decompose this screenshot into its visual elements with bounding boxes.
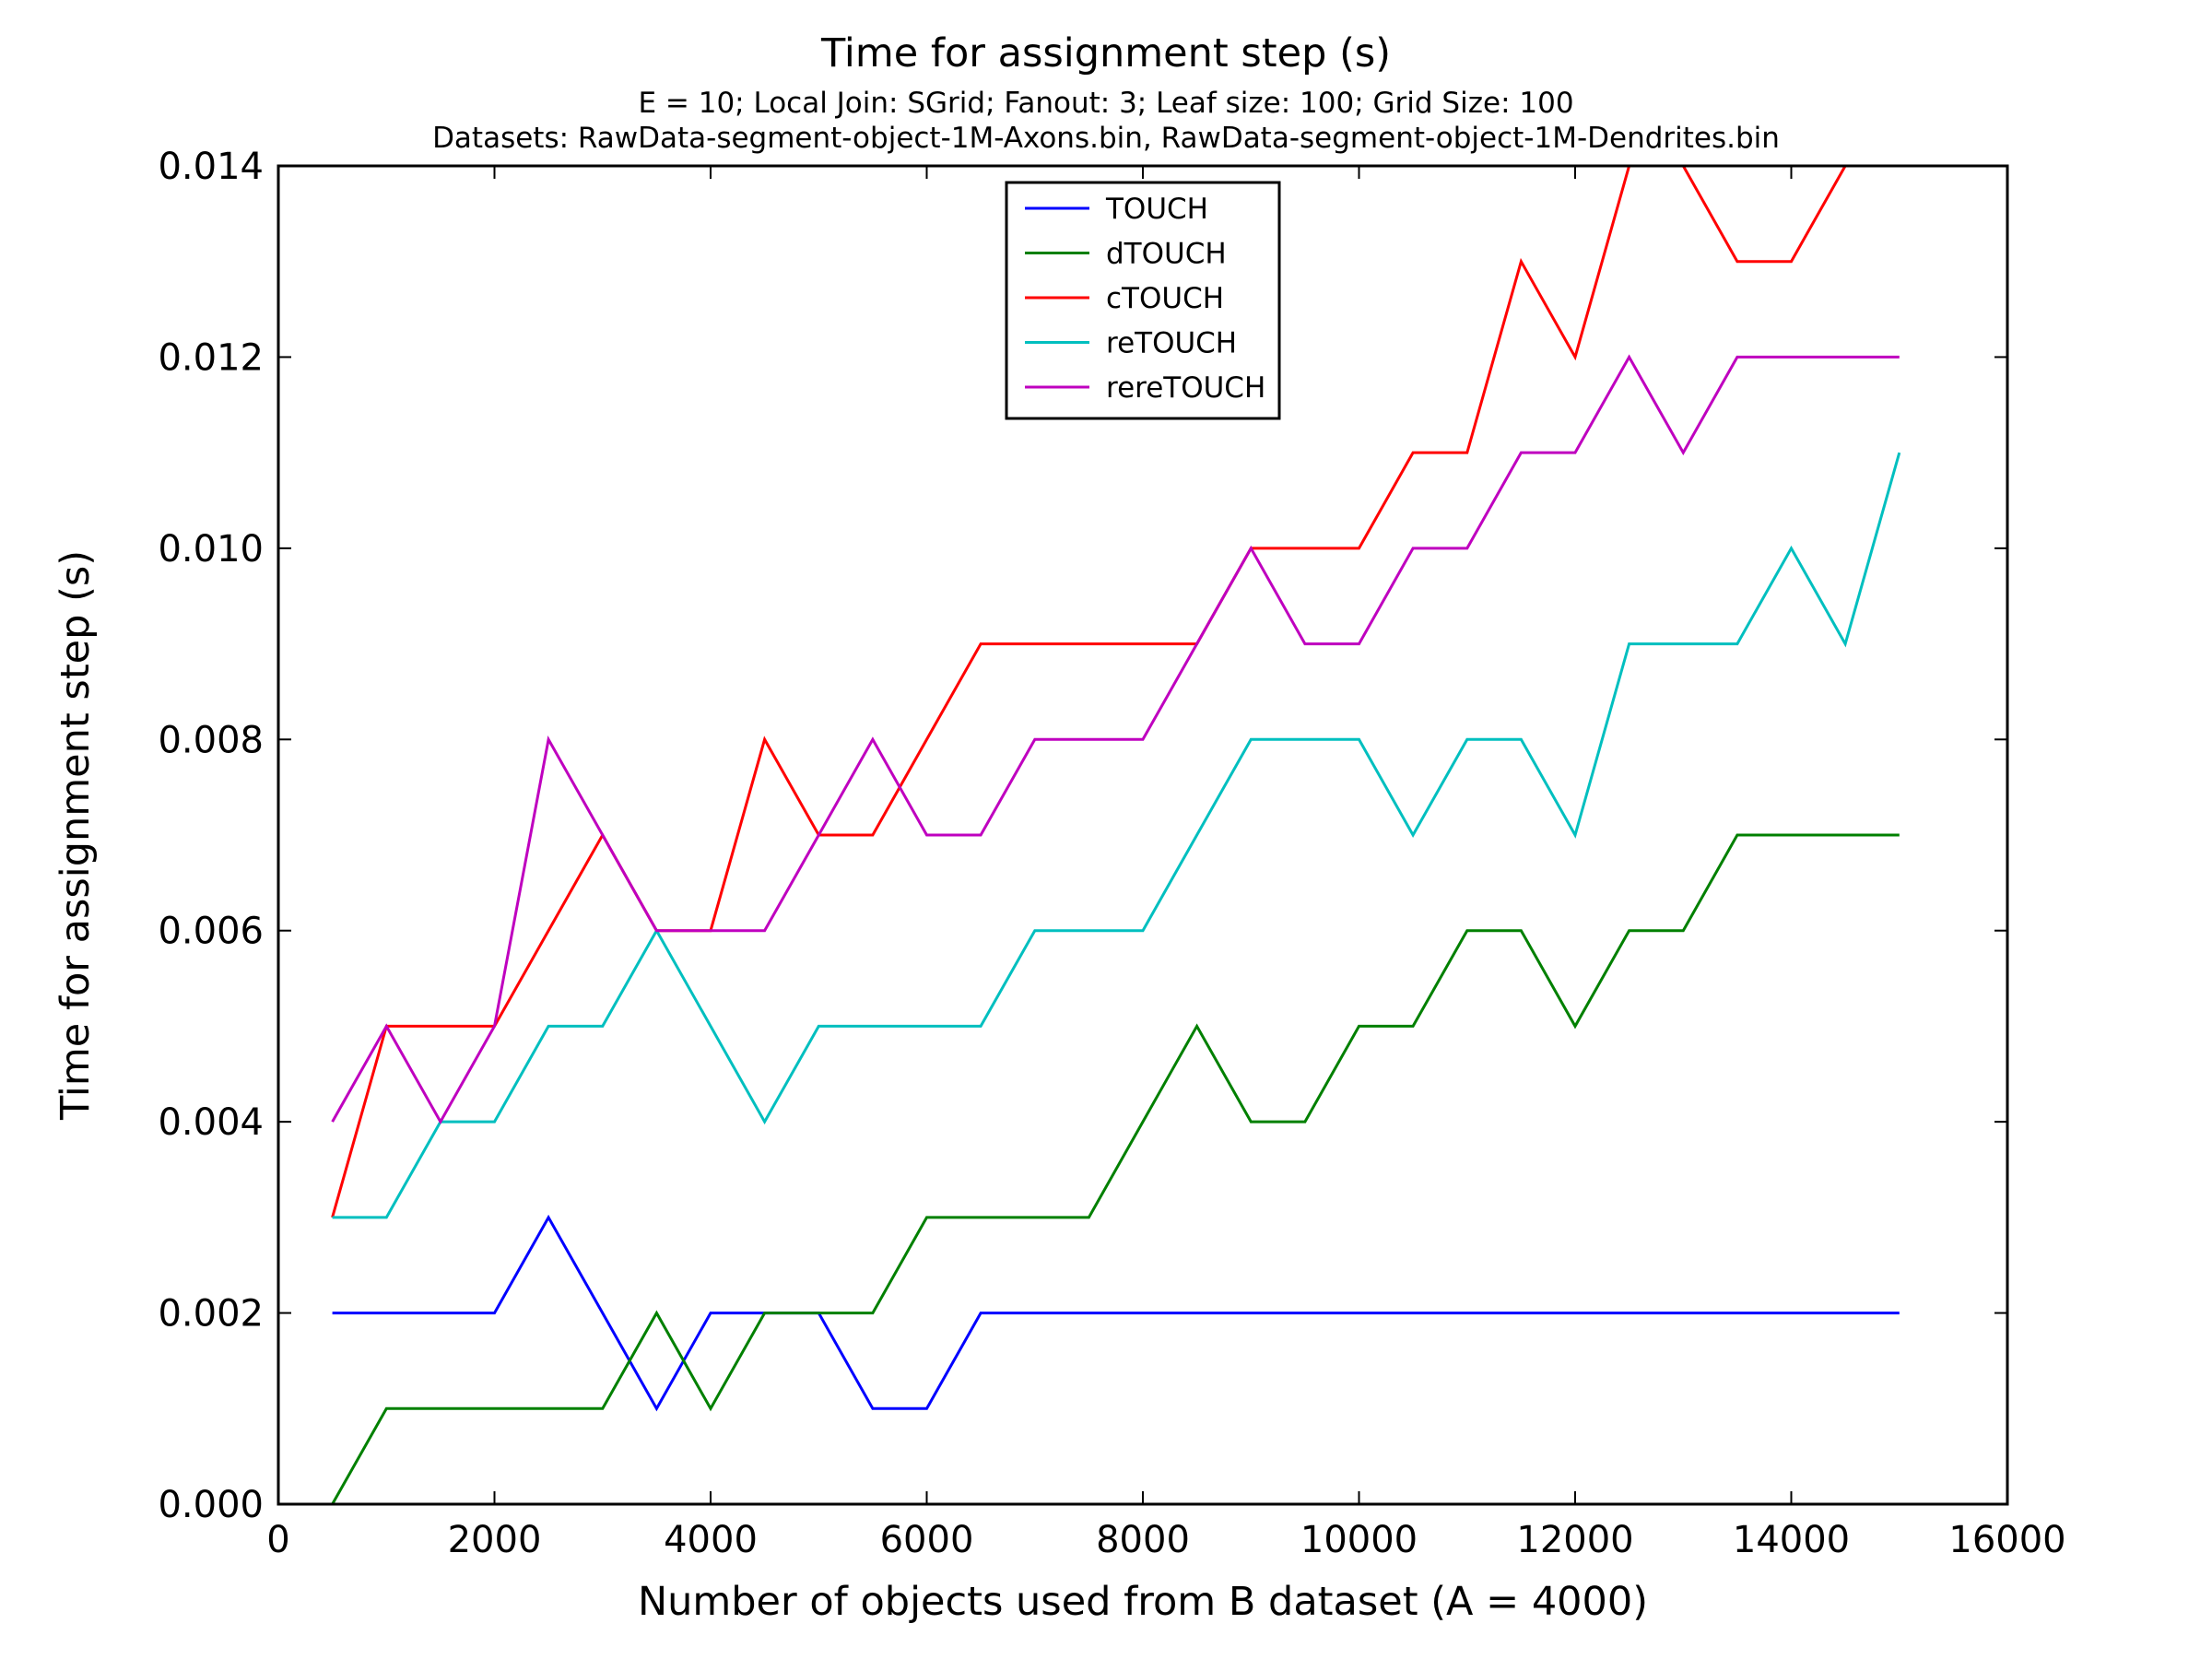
series-line-reretouch xyxy=(331,354,1900,1125)
y-tick-label: 0.012 xyxy=(158,336,264,379)
legend: TOUCH dTOUCH cTOUCH reTOUCH rereTOUCH xyxy=(1005,181,1281,420)
plot-frame xyxy=(276,164,2009,1506)
series-line-retouch xyxy=(332,452,1901,1219)
legend-label-reretouch: rereTOUCH xyxy=(1106,371,1265,405)
legend-label-ctouch: cTOUCH xyxy=(1106,282,1224,315)
series-line-dtouch xyxy=(331,833,1900,1504)
y-tick-label: 0.010 xyxy=(158,528,264,571)
x-tick-label: 2000 xyxy=(448,1519,542,1561)
series-line-touch xyxy=(332,1214,1900,1412)
x-tick-label: 6000 xyxy=(880,1519,974,1561)
y-tick-label: 0.002 xyxy=(158,1293,264,1335)
series-line-ctouch xyxy=(331,166,1900,1218)
x-tick-label: 4000 xyxy=(664,1519,758,1561)
legend-label-dtouch: dTOUCH xyxy=(1106,238,1227,271)
x-tick-label: 8000 xyxy=(1096,1519,1190,1561)
legend-label-touch: TOUCH xyxy=(1105,193,1208,226)
ticks-layer: 0 2000 4000 6000 8000 10000 12000 14000 16000 0.0… xyxy=(158,146,2065,1561)
x-tick-label: 14000 xyxy=(1733,1519,1850,1561)
y-tick-label: 0.008 xyxy=(158,719,264,761)
chart-subtitle-line-1: E = 10; Local Join: SGrid; Fanout: 3; Le… xyxy=(638,87,1573,120)
chart-title: Time for assignment step (s) xyxy=(820,30,1391,76)
chart-subtitle-line-2: Datasets: RawData-segment-object-1M-Axon… xyxy=(432,122,1780,155)
x-tick-label: 10000 xyxy=(1300,1519,1418,1561)
series-layer xyxy=(331,166,1901,1504)
x-tick-label: 12000 xyxy=(1516,1519,1633,1561)
legend-box xyxy=(1005,181,1281,420)
y-axis-label: Time for assignment step (s) xyxy=(53,550,99,1121)
y-tick-label: 0.014 xyxy=(158,146,264,188)
y-tick-label: 0.000 xyxy=(158,1484,264,1526)
y-tick-label: 0.004 xyxy=(158,1101,264,1144)
x-axis-label: Number of objects used from B dataset (A… xyxy=(638,1579,1648,1625)
legend-label-retouch: reTOUCH xyxy=(1106,327,1237,360)
x-tick-label: 0 xyxy=(266,1519,289,1561)
y-tick-label: 0.006 xyxy=(158,911,264,953)
x-tick-label: 16000 xyxy=(1948,1519,2065,1561)
